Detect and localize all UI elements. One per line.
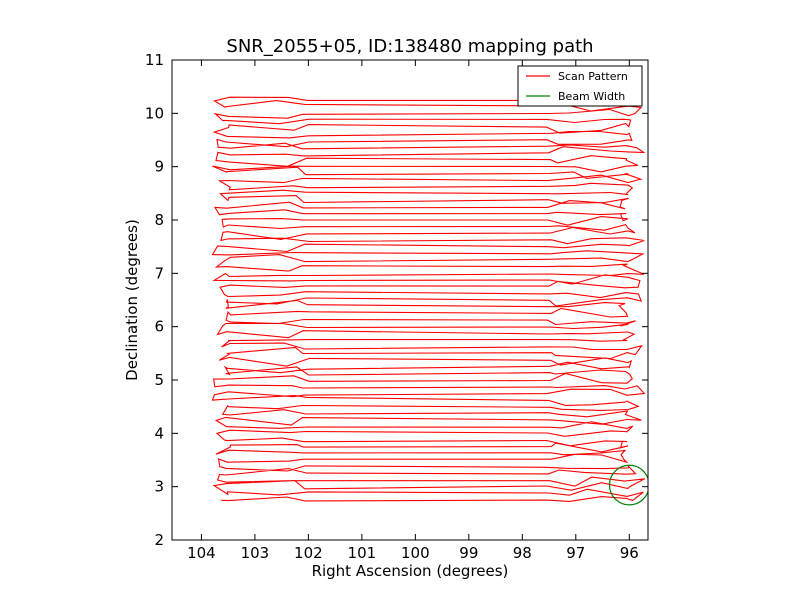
scan-pattern-line (211, 96, 646, 502)
y-axis-label: Declination (degrees) (123, 219, 141, 381)
x-tick-label: 100 (401, 544, 430, 562)
y-tick-label: 4 (154, 424, 164, 442)
y-tick-label: 2 (154, 531, 164, 549)
x-axis: 104 103 102 101 100 99 98 97 96 (187, 60, 639, 562)
x-axis-label: Right Ascension (degrees) (312, 562, 509, 580)
plot-area (211, 96, 648, 506)
y-tick-label: 5 (154, 371, 164, 389)
y-axis: 2 3 4 5 6 7 8 9 10 11 (145, 51, 648, 549)
legend-box (517, 65, 643, 107)
x-tick-label: 97 (566, 544, 585, 562)
y-tick-label: 3 (154, 478, 164, 496)
legend-label-beam-width: Beam Width (558, 90, 625, 103)
chart-title: SNR_2055+05, ID:138480 mapping path (226, 36, 593, 57)
y-tick-label: 6 (154, 318, 164, 336)
x-tick-label: 104 (187, 544, 216, 562)
x-tick-label: 98 (513, 544, 532, 562)
y-tick-label: 9 (154, 158, 164, 176)
x-tick-label: 96 (620, 544, 639, 562)
x-tick-label: 99 (459, 544, 478, 562)
x-tick-label: 102 (294, 544, 323, 562)
x-tick-label: 101 (348, 544, 377, 562)
beam-width-circle (608, 464, 648, 506)
y-tick-label: 7 (154, 264, 164, 282)
y-tick-label: 11 (145, 51, 164, 69)
x-tick-label: 103 (241, 544, 270, 562)
scan-pattern-series (211, 96, 646, 502)
plot-frame (171, 59, 649, 541)
y-tick-label: 10 (145, 104, 164, 122)
y-tick-label: 8 (154, 211, 164, 229)
legend: Scan Pattern Beam Width (517, 65, 643, 107)
legend-label-scan-pattern: Scan Pattern (558, 70, 628, 83)
